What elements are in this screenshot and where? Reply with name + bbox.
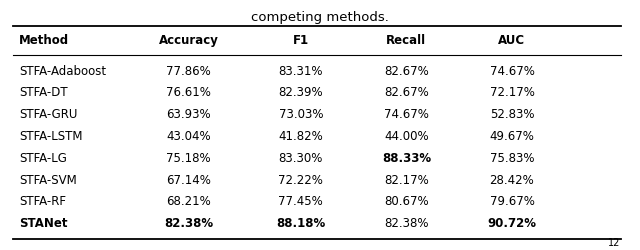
Text: 67.14%: 67.14% <box>166 174 211 186</box>
Text: Method: Method <box>19 34 69 47</box>
Text: 83.31%: 83.31% <box>278 65 323 78</box>
Text: 82.67%: 82.67% <box>384 86 429 100</box>
Text: 77.86%: 77.86% <box>166 65 211 78</box>
Text: 44.00%: 44.00% <box>384 130 429 143</box>
Text: 49.67%: 49.67% <box>490 130 534 143</box>
Text: STFA-GRU: STFA-GRU <box>19 108 77 121</box>
Text: 52.83%: 52.83% <box>490 108 534 121</box>
Text: 68.21%: 68.21% <box>166 195 211 208</box>
Text: 82.67%: 82.67% <box>384 65 429 78</box>
Text: 90.72%: 90.72% <box>488 217 536 230</box>
Text: 72.22%: 72.22% <box>278 174 323 186</box>
Text: STFA-LSTM: STFA-LSTM <box>19 130 83 143</box>
Text: STANet: STANet <box>19 217 68 230</box>
Text: 88.18%: 88.18% <box>276 217 325 230</box>
Text: 28.42%: 28.42% <box>490 174 534 186</box>
Text: 76.61%: 76.61% <box>166 86 211 100</box>
Text: 80.67%: 80.67% <box>384 195 429 208</box>
Text: F1: F1 <box>292 34 309 47</box>
Text: STFA-RF: STFA-RF <box>19 195 66 208</box>
Text: Recall: Recall <box>387 34 426 47</box>
Text: 75.18%: 75.18% <box>166 152 211 165</box>
Text: 74.67%: 74.67% <box>384 108 429 121</box>
Text: STFA-SVM: STFA-SVM <box>19 174 77 186</box>
Text: 82.17%: 82.17% <box>384 174 429 186</box>
Text: 88.33%: 88.33% <box>382 152 431 165</box>
Text: STFA-DT: STFA-DT <box>19 86 68 100</box>
Text: 77.45%: 77.45% <box>278 195 323 208</box>
Text: 12: 12 <box>609 238 621 248</box>
Text: 83.30%: 83.30% <box>278 152 323 165</box>
Text: competing methods.: competing methods. <box>251 11 389 24</box>
Text: STFA-LG: STFA-LG <box>19 152 67 165</box>
Text: 75.83%: 75.83% <box>490 152 534 165</box>
Text: 82.38%: 82.38% <box>384 217 429 230</box>
Text: AUC: AUC <box>499 34 525 47</box>
Text: 82.38%: 82.38% <box>164 217 213 230</box>
Text: 82.39%: 82.39% <box>278 86 323 100</box>
Text: 63.93%: 63.93% <box>166 108 211 121</box>
Text: 79.67%: 79.67% <box>490 195 534 208</box>
Text: 43.04%: 43.04% <box>166 130 211 143</box>
Text: Accuracy: Accuracy <box>159 34 219 47</box>
Text: 74.67%: 74.67% <box>490 65 534 78</box>
Text: STFA-Adaboost: STFA-Adaboost <box>19 65 106 78</box>
Text: 73.03%: 73.03% <box>278 108 323 121</box>
Text: 72.17%: 72.17% <box>490 86 534 100</box>
Text: 41.82%: 41.82% <box>278 130 323 143</box>
